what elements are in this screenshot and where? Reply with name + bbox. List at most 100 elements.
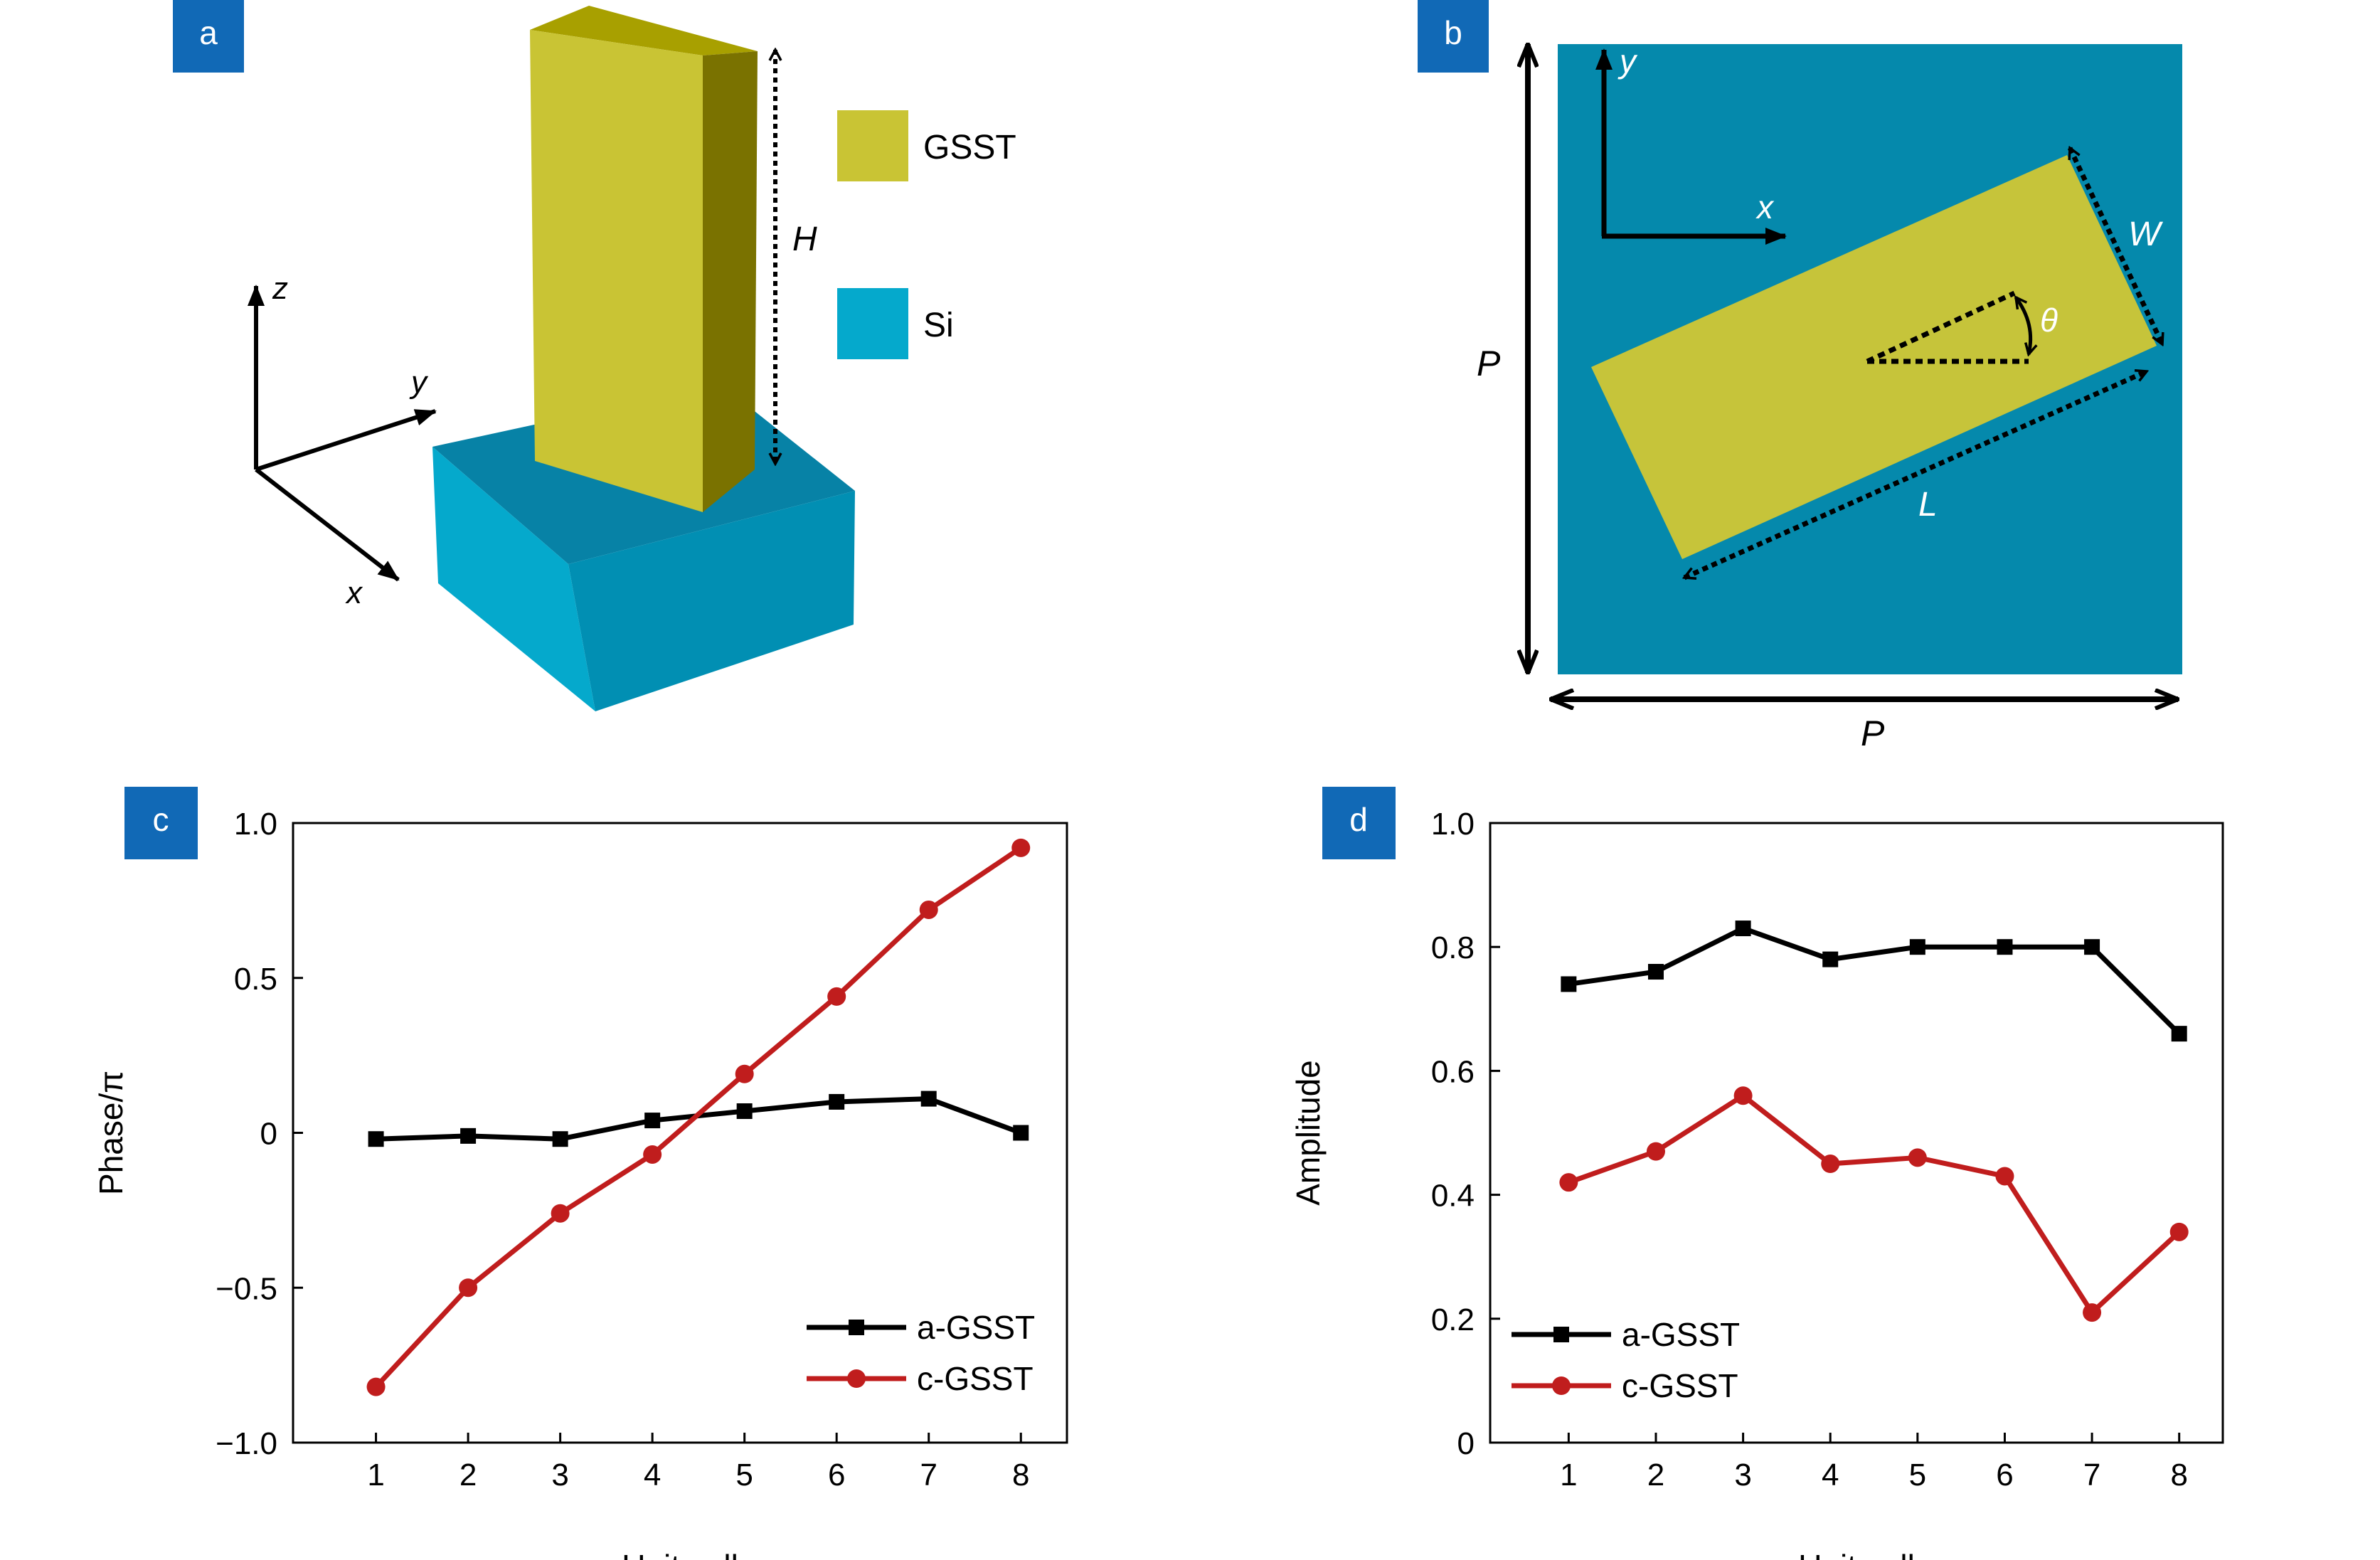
legend-label-c-GSST: c-GSST <box>917 1360 1034 1397</box>
gsst-pillar-front <box>530 30 703 512</box>
data-point-a-GSST <box>1909 939 1925 955</box>
x-tick-label: 3 <box>551 1458 568 1492</box>
y-tick-label: 0.5 <box>234 962 277 997</box>
data-point-c-GSST <box>551 1204 570 1223</box>
x-tick-label: 6 <box>828 1458 845 1492</box>
data-point-a-GSST <box>368 1131 384 1147</box>
legend-si-label: Si <box>923 307 954 344</box>
b-y-axis-label: y <box>1617 43 1638 80</box>
height-label: H <box>792 221 817 258</box>
b-x-axis-label: x <box>1755 189 1775 225</box>
data-point-a-GSST <box>460 1127 477 1144</box>
panel-c-label-box <box>124 787 198 859</box>
panel-b: b y x θ W L P P <box>1418 0 2182 753</box>
y-tick-label: 0 <box>260 1117 277 1152</box>
legend-marker-c-GSST <box>1552 1376 1571 1395</box>
legend-label-a-GSST: a-GSST <box>917 1309 1035 1346</box>
gsst-pillar-top <box>530 6 758 55</box>
panel-a-label: a <box>199 14 218 51</box>
panel-d-label-box <box>1322 787 1396 859</box>
theta-label: θ <box>2040 302 2058 339</box>
legend-marker-c-GSST <box>847 1369 866 1388</box>
data-point-c-GSST <box>643 1145 662 1164</box>
panel-c-label: c <box>153 801 169 838</box>
data-point-a-GSST <box>1561 976 1577 992</box>
data-point-a-GSST <box>736 1103 753 1120</box>
y-tick-label: 0.2 <box>1431 1302 1475 1337</box>
x-tick-label: 8 <box>2170 1458 2187 1492</box>
width-arrow <box>2067 148 2165 344</box>
data-point-a-GSST <box>644 1113 661 1129</box>
y-axis-title: Amplitude <box>1290 1060 1327 1206</box>
y-tick-label: 0.8 <box>1431 930 1475 965</box>
x-axis-label: x <box>345 575 363 610</box>
width-label: W <box>2128 216 2164 253</box>
legend-label-a-GSST: a-GSST <box>1622 1316 1740 1353</box>
data-point-a-GSST <box>1997 939 2013 955</box>
x-axis-arrow <box>255 467 400 582</box>
data-point-a-GSST <box>552 1131 568 1147</box>
panel-a-label-box <box>173 0 244 73</box>
x-tick-label: 1 <box>1560 1458 1577 1492</box>
series-line-a-GSST <box>1568 925 2182 1036</box>
data-point-c-GSST <box>2083 1303 2102 1322</box>
x-tick-label: 2 <box>459 1458 477 1492</box>
theta-arc <box>2016 297 2031 354</box>
y-tick-label: −0.5 <box>216 1271 277 1306</box>
data-point-c-GSST <box>827 987 846 1006</box>
x-tick-label: 1 <box>367 1458 384 1492</box>
period-vertical-label: P <box>1477 344 1501 383</box>
panel-c: c −1.0 −0.5 0 0.5 1.0 1 2 3 4 5 6 7 8 Unit cell Phase/… <box>92 787 1068 1560</box>
theta-ray <box>1866 290 2016 364</box>
x-tick-label: 2 <box>1647 1458 1664 1492</box>
panel-a: a H z y x GSST Si <box>173 0 1016 711</box>
data-point-a-GSST <box>1647 964 1664 980</box>
data-point-a-GSST <box>1822 951 1839 967</box>
data-point-a-GSST <box>2084 939 2100 955</box>
y-tick-label: 0.6 <box>1431 1054 1475 1089</box>
y-tick-label: 0.4 <box>1431 1179 1475 1214</box>
legend-si-swatch <box>837 288 908 359</box>
x-tick-label: 5 <box>1909 1458 1926 1492</box>
x-axis-title: Unit cell <box>622 1548 738 1560</box>
legend-gsst-swatch <box>837 110 908 181</box>
length-arrow <box>1684 368 2147 580</box>
period-horizontal-label: P <box>1861 713 1885 753</box>
data-point-c-GSST <box>919 900 938 919</box>
si-block-front-left <box>432 447 595 711</box>
x-tick-label: 8 <box>1012 1458 1029 1492</box>
data-point-c-GSST <box>2169 1222 2189 1241</box>
x-tick-label: 7 <box>920 1458 937 1492</box>
data-point-c-GSST <box>1559 1173 1578 1192</box>
y-axis-arrow <box>255 409 437 472</box>
x-tick-label: 3 <box>1734 1458 1751 1492</box>
data-point-a-GSST <box>920 1091 937 1107</box>
data-point-a-GSST <box>1735 920 1751 937</box>
z-axis-label: z <box>272 271 288 306</box>
y-axis-label: y <box>409 365 429 400</box>
data-point-c-GSST <box>735 1064 754 1083</box>
si-block-front-right <box>568 491 855 711</box>
y-tick-label: 1.0 <box>234 807 277 842</box>
data-point-c-GSST <box>1908 1148 1927 1167</box>
x-tick-label: 4 <box>1822 1458 1839 1492</box>
chart-phase: −1.0 −0.5 0 0.5 1.0 1 2 3 4 5 6 7 8 Unit cell Phase/π a… <box>92 807 1068 1560</box>
gsst-pillar-side <box>703 51 758 512</box>
data-point-c-GSST <box>1995 1167 2014 1186</box>
x-tick-label: 5 <box>735 1458 753 1492</box>
data-point-c-GSST <box>1011 838 1031 857</box>
legend-marker-a-GSST <box>849 1320 864 1335</box>
y-tick-label: −1.0 <box>216 1426 277 1461</box>
data-point-c-GSST <box>1646 1142 1665 1161</box>
data-point-a-GSST <box>829 1093 845 1110</box>
y-axis-title: Phase/π <box>92 1071 129 1195</box>
data-point-a-GSST <box>2171 1026 2187 1042</box>
plot-frame <box>1489 822 2224 1444</box>
panel-b-label-box <box>1418 0 1489 73</box>
legend-gsst-label: GSST <box>923 129 1016 166</box>
data-point-c-GSST <box>1733 1086 1753 1105</box>
x-axis-title: Unit cell <box>1798 1548 1915 1560</box>
x-tick-label: 7 <box>2083 1458 2100 1492</box>
panel-b-label: b <box>1444 14 1462 51</box>
